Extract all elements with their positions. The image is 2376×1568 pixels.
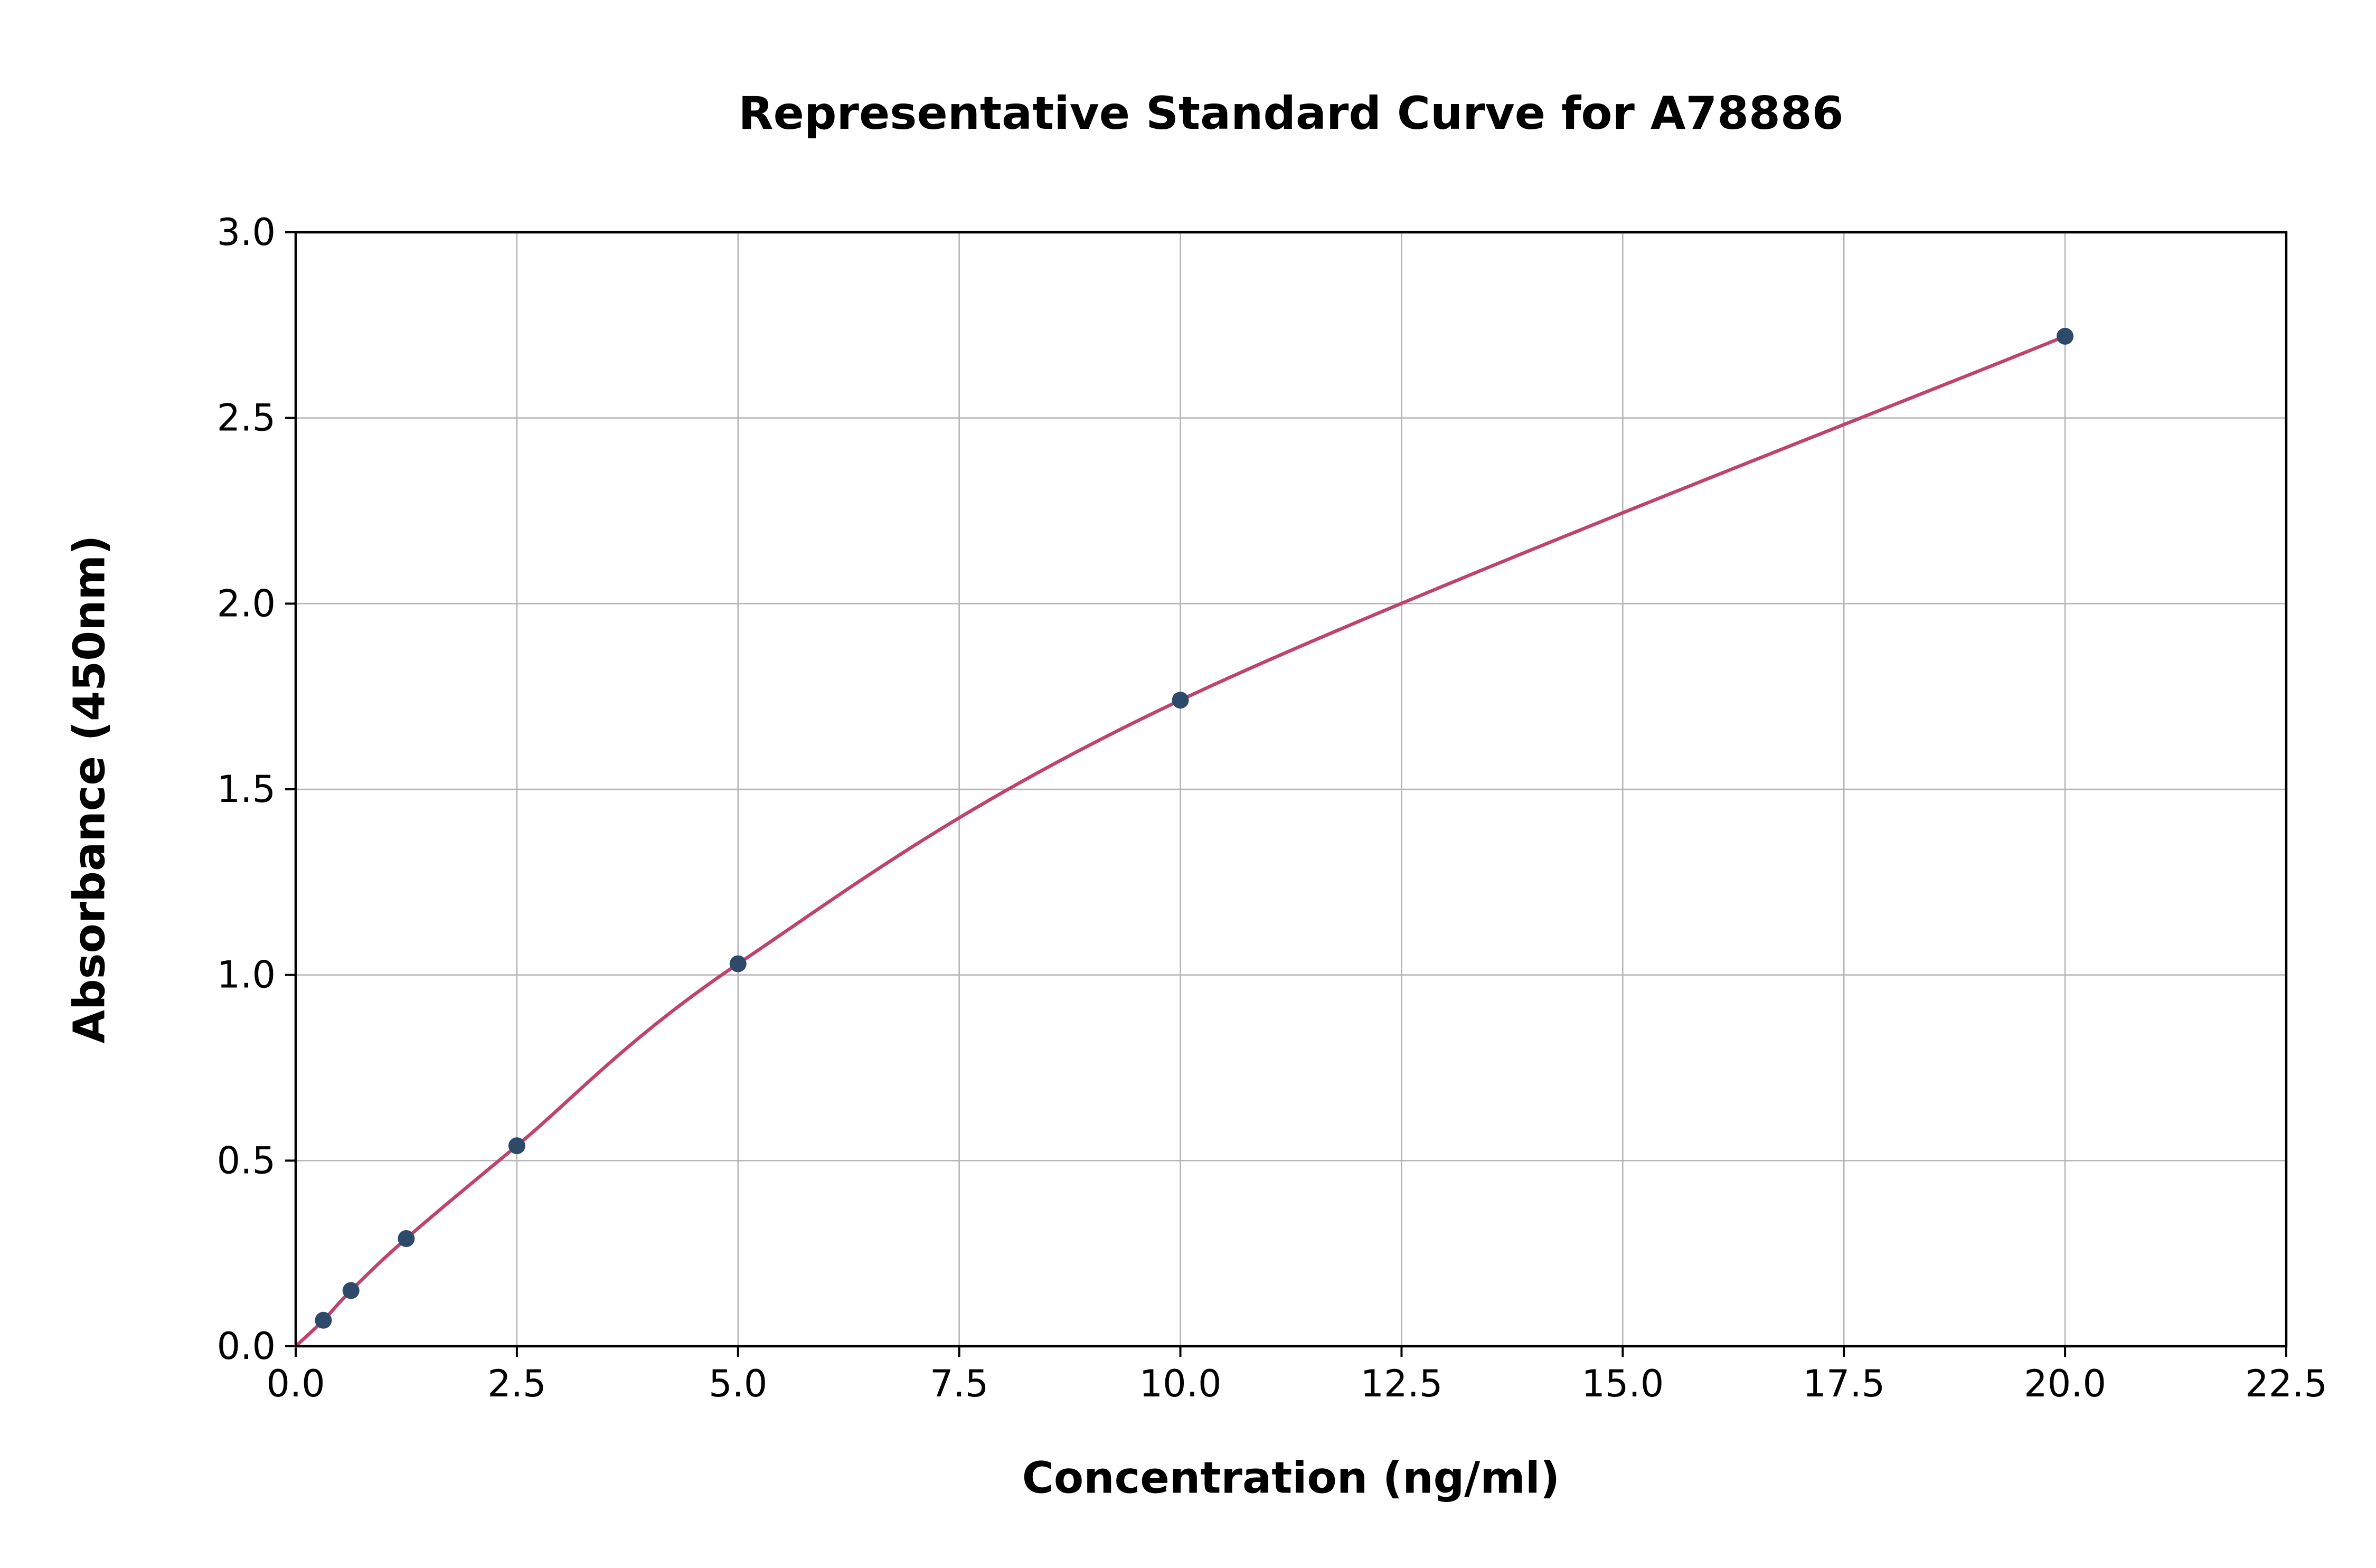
x-tick-label: 15.0: [1581, 1362, 1664, 1405]
chart-title: Representative Standard Curve for A78886: [738, 87, 1844, 140]
y-tick-label: 0.5: [217, 1139, 276, 1182]
y-tick-label: 3.0: [217, 211, 276, 254]
x-tick-label: 17.5: [1803, 1362, 1885, 1405]
data-point: [315, 1311, 332, 1329]
y-tick-label: 1.0: [217, 953, 276, 997]
x-tick-label: 12.5: [1361, 1362, 1443, 1405]
data-point: [1172, 692, 1189, 709]
x-tick-label: 20.0: [2024, 1362, 2106, 1405]
y-tick-label: 2.0: [217, 582, 276, 625]
x-tick-label: 5.0: [709, 1362, 767, 1405]
y-tick-label: 0.0: [217, 1325, 276, 1368]
x-tick-label: 0.0: [266, 1362, 325, 1405]
data-point: [508, 1137, 525, 1155]
data-point: [729, 955, 747, 972]
x-tick-label: 10.0: [1139, 1362, 1222, 1405]
x-tick-label: 7.5: [930, 1362, 988, 1405]
data-point: [2057, 327, 2074, 345]
y-tick-label: 2.5: [217, 396, 276, 440]
data-point: [342, 1282, 360, 1299]
x-axis-label: Concentration (ng/ml): [1022, 1453, 1560, 1504]
y-tick-label: 1.5: [217, 768, 276, 811]
x-tick-label: 22.5: [2245, 1362, 2327, 1405]
plot-border: [294, 231, 2288, 1348]
data-point: [398, 1230, 415, 1248]
x-tick-label: 2.5: [487, 1362, 546, 1405]
